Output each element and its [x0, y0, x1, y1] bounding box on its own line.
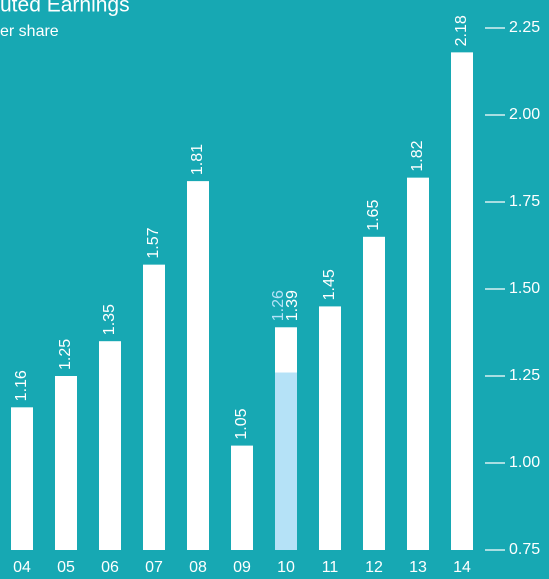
- bar: [451, 52, 473, 551]
- bar: [55, 376, 77, 550]
- y-tick-label: 1.75: [509, 193, 540, 210]
- value-label: 1.35: [101, 304, 118, 335]
- value-label: 2.18: [453, 15, 470, 46]
- y-tick-label: 1.00: [509, 454, 540, 471]
- value-label: 1.57: [145, 227, 162, 258]
- bar: [231, 445, 253, 550]
- value-label: 1.45: [321, 269, 338, 300]
- bar: [319, 306, 341, 550]
- y-tick-label: 2.25: [509, 19, 540, 36]
- x-tick-label: 12: [365, 559, 383, 576]
- bar: [187, 181, 209, 550]
- x-tick-label: 07: [145, 559, 163, 576]
- bar: [363, 236, 385, 551]
- bar: [99, 341, 121, 550]
- value-label: 1.25: [57, 339, 74, 370]
- x-tick-label: 04: [13, 559, 31, 576]
- bar: [11, 407, 33, 550]
- value-label: 1.82: [409, 140, 426, 171]
- value-label: 1.16: [13, 370, 30, 401]
- y-tick-label: 1.25: [509, 367, 540, 384]
- bar: [275, 372, 297, 550]
- value-label: 1.26: [270, 290, 287, 321]
- x-tick-label: 14: [453, 559, 471, 576]
- chart-title: uted Earnings: [0, 0, 130, 17]
- bar: [143, 264, 165, 550]
- x-tick-label: 08: [189, 559, 207, 576]
- value-label: 1.39: [284, 290, 301, 321]
- x-tick-label: 13: [409, 559, 427, 576]
- value-label: 1.05: [233, 408, 250, 439]
- x-tick-label: 06: [101, 559, 119, 576]
- x-tick-label: 05: [57, 559, 75, 576]
- y-tick-label: 0.75: [509, 541, 540, 558]
- x-tick-label: 09: [233, 559, 251, 576]
- bar: [407, 177, 429, 550]
- x-tick-label: 11: [322, 559, 339, 576]
- x-tick-label: 10: [277, 559, 295, 576]
- y-tick-label: 1.50: [509, 280, 540, 297]
- value-label: 1.65: [365, 200, 382, 231]
- value-label: 1.81: [189, 144, 206, 175]
- y-tick-label: 2.00: [509, 106, 540, 123]
- chart-subtitle: er share: [0, 23, 59, 40]
